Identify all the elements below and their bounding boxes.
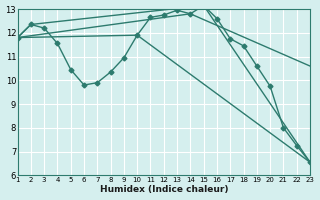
X-axis label: Humidex (Indice chaleur): Humidex (Indice chaleur) xyxy=(100,185,228,194)
